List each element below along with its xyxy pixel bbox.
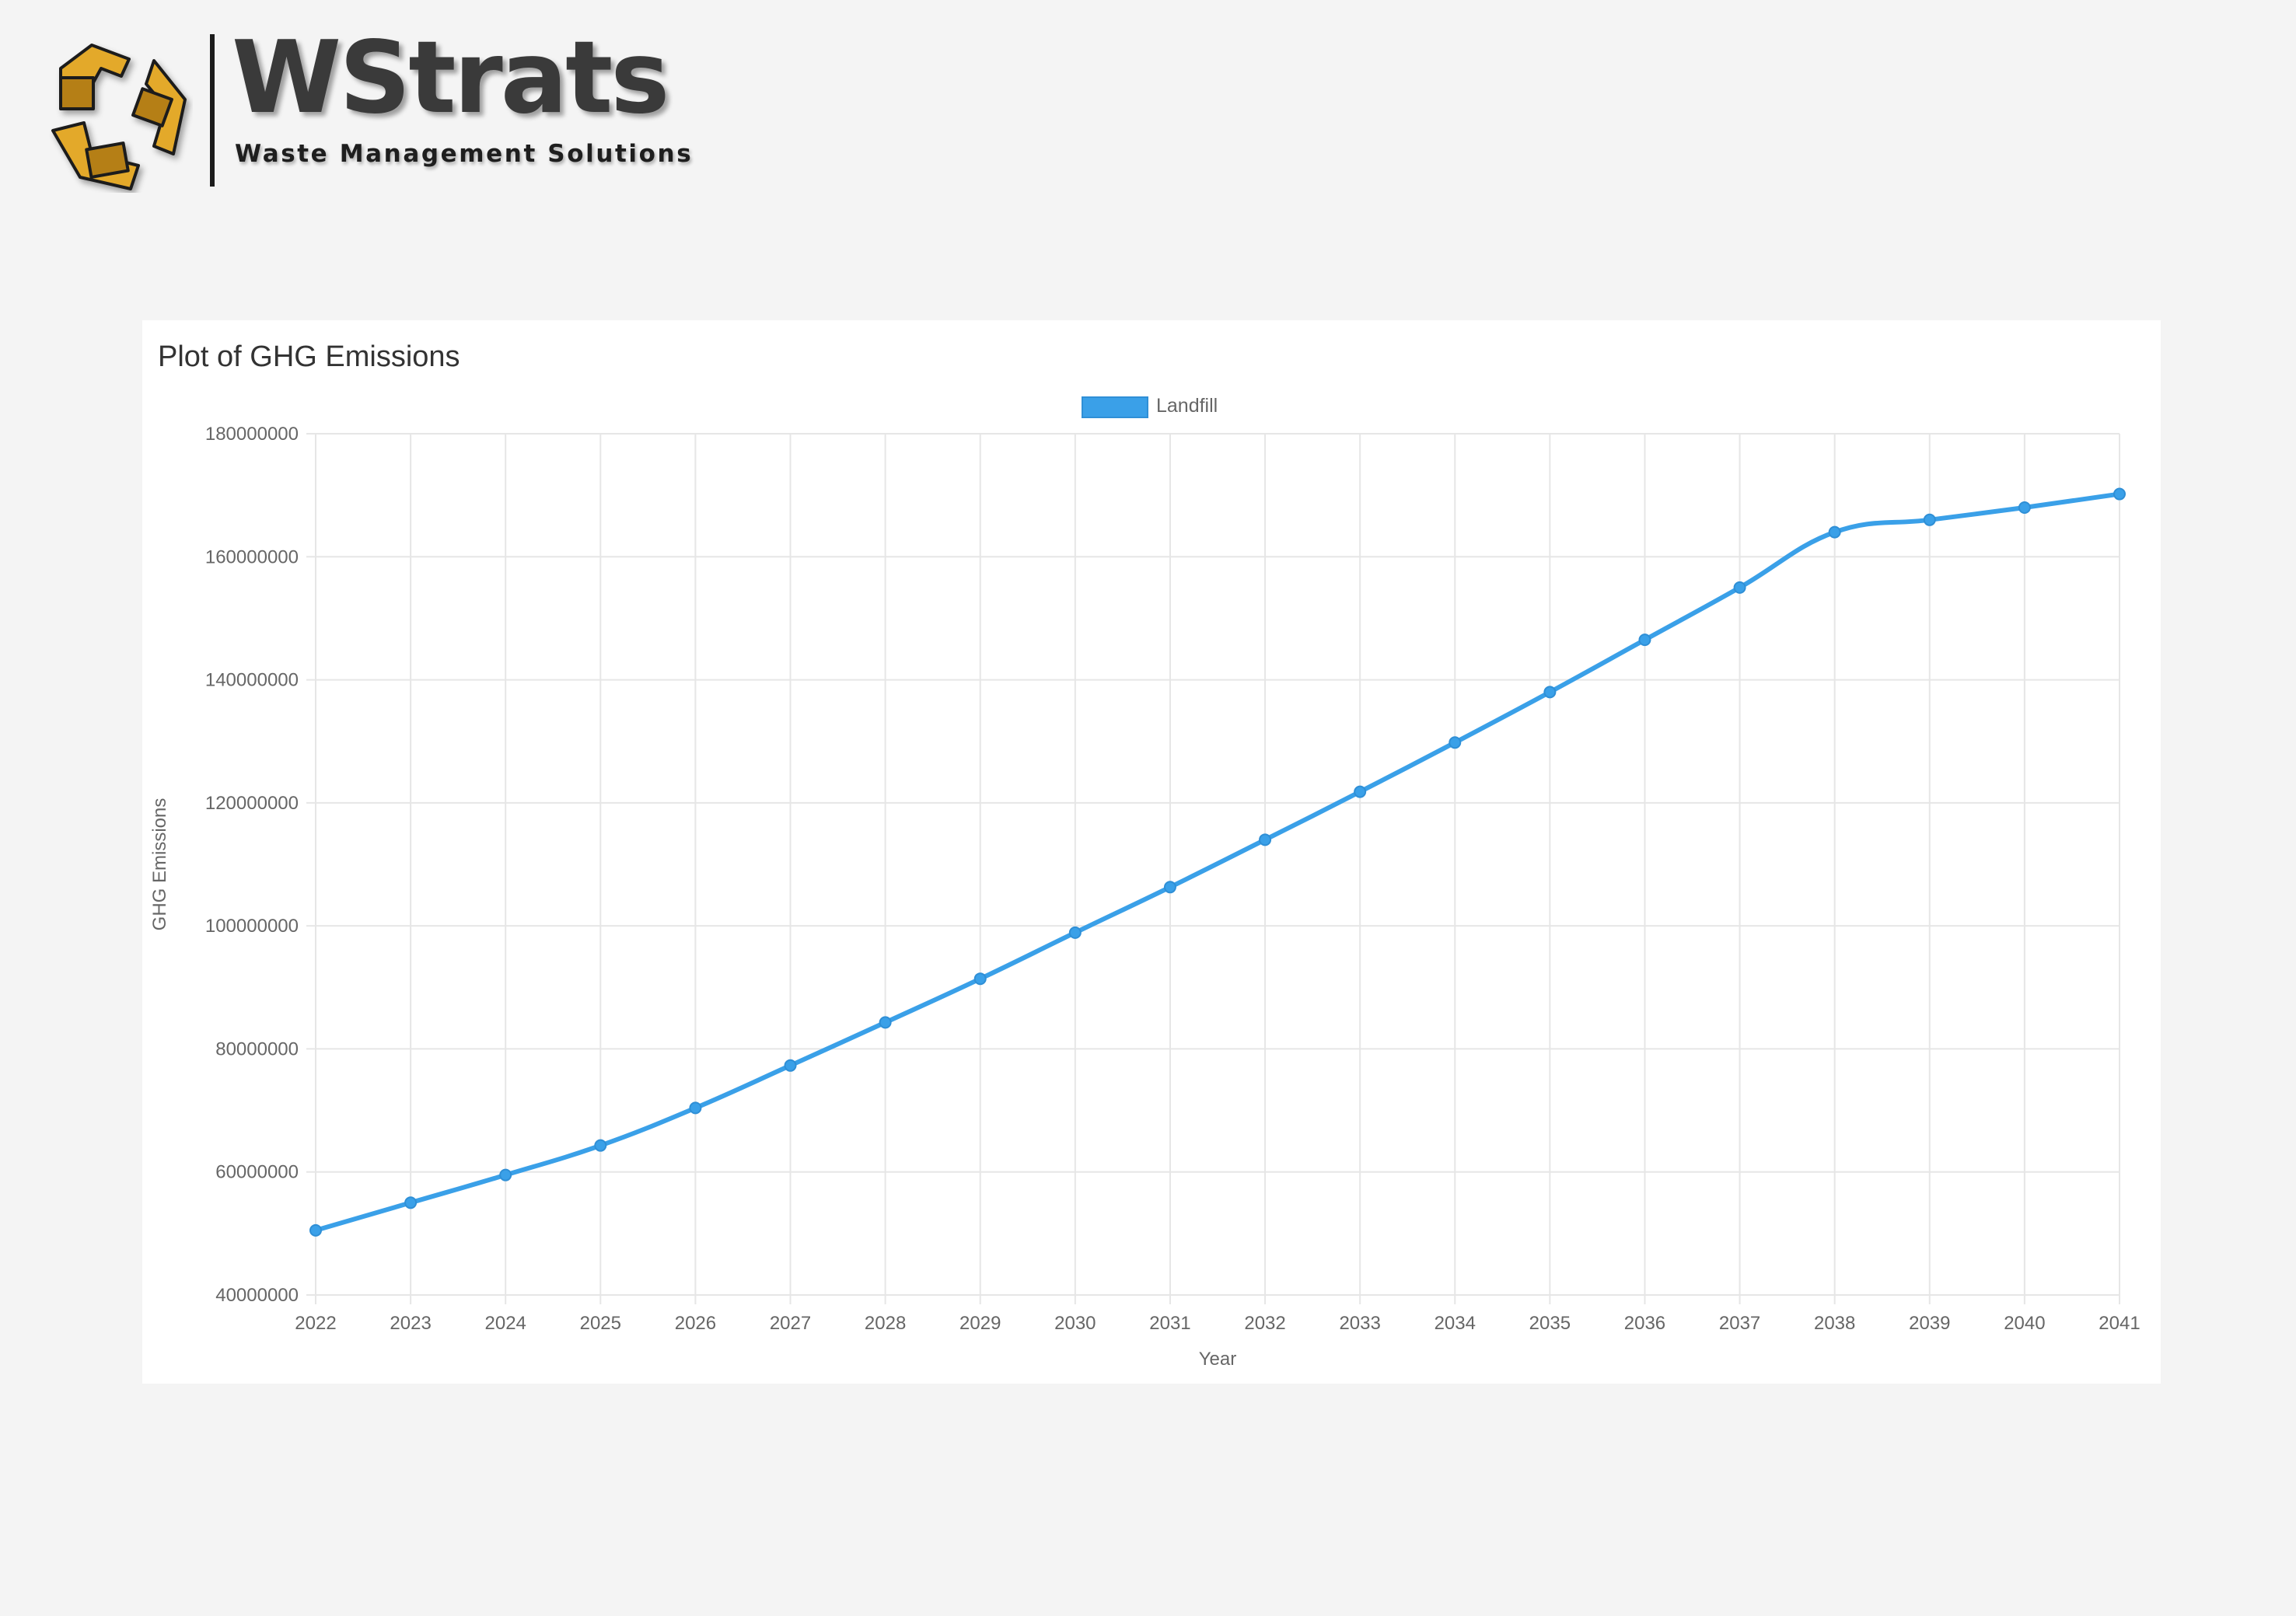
x-axis-title: Year <box>1199 1349 1237 1370</box>
data-point <box>1733 581 1746 594</box>
y-tick-label: 160000000 <box>205 546 299 567</box>
y-tick-label: 120000000 <box>205 793 299 814</box>
x-tick-label: 2041 <box>2099 1313 2140 1334</box>
series-line-layer <box>315 491 2120 1233</box>
x-tick-label: 2030 <box>1054 1313 1096 1334</box>
data-point <box>879 1016 892 1029</box>
brand-header: WStrats Waste Management Solutions <box>37 20 706 194</box>
data-point <box>1923 513 1936 526</box>
line-chart: 40000000 60000000 80000000 100000000 1200000… <box>149 424 2140 1370</box>
x-tick-label: 2040 <box>2004 1313 2045 1334</box>
chart-title: Plot of GHG Emissions <box>158 340 460 373</box>
data-point <box>689 1101 702 1115</box>
x-tick-label: 2033 <box>1339 1313 1380 1334</box>
y-axis-ticks: 40000000 60000000 80000000 100000000 1200000… <box>205 424 299 1306</box>
y-tick-label: 60000000 <box>215 1162 299 1183</box>
x-tick-label: 2037 <box>1719 1313 1760 1334</box>
x-tick-label: 2035 <box>1529 1313 1571 1334</box>
data-point <box>973 972 987 986</box>
y-tick-label: 180000000 <box>205 424 299 445</box>
brand-divider <box>210 34 215 187</box>
x-tick-label: 2038 <box>1814 1313 1855 1334</box>
x-tick-label: 2036 <box>1624 1313 1665 1334</box>
x-tick-label: 2025 <box>580 1313 621 1334</box>
data-point <box>309 1223 322 1237</box>
data-point <box>1543 686 1557 699</box>
data-point <box>1354 785 1367 798</box>
grid-lines <box>306 433 2120 1304</box>
series-line-landfill <box>315 491 2120 1233</box>
x-tick-label: 2022 <box>295 1313 336 1334</box>
data-point <box>1449 736 1462 749</box>
data-point <box>499 1168 512 1181</box>
legend-swatch <box>1082 396 1148 418</box>
data-point <box>404 1196 418 1209</box>
x-tick-label: 2031 <box>1149 1313 1190 1334</box>
x-tick-label: 2027 <box>770 1313 811 1334</box>
recycle-arrows-icon <box>51 44 187 190</box>
x-tick-label: 2028 <box>865 1313 906 1334</box>
x-tick-label: 2029 <box>959 1313 1001 1334</box>
series-points-layer <box>309 487 2126 1237</box>
x-tick-label: 2024 <box>485 1313 526 1334</box>
brand-name: WStrats <box>232 20 669 136</box>
data-point <box>2018 501 2031 514</box>
x-tick-label: 2026 <box>675 1313 716 1334</box>
y-axis-title: GHG Emissions <box>149 798 170 931</box>
y-tick-label: 100000000 <box>205 916 299 937</box>
x-tick-label: 2034 <box>1435 1313 1476 1334</box>
data-point <box>784 1059 797 1072</box>
y-tick-label: 140000000 <box>205 670 299 691</box>
data-point <box>1259 833 1272 846</box>
x-tick-label: 2039 <box>1909 1313 1950 1334</box>
x-axis-ticks: 2022 2023 2024 2025 2026 2027 2028 2029 2030 2031… <box>295 1313 2140 1334</box>
data-point <box>1828 525 1841 539</box>
data-point <box>1163 881 1176 894</box>
y-tick-label: 80000000 <box>215 1038 299 1059</box>
data-point <box>2113 487 2126 501</box>
chart-card: Plot of GHG Emissions Landfill 40000000 6… <box>142 320 2161 1384</box>
brand-tagline: Waste Management Solutions <box>235 140 694 168</box>
y-tick-label: 40000000 <box>215 1285 299 1306</box>
x-tick-label: 2023 <box>390 1313 431 1334</box>
x-tick-label: 2032 <box>1244 1313 1285 1334</box>
data-point <box>1638 633 1651 647</box>
data-point <box>594 1139 607 1152</box>
legend-label: Landfill <box>1156 395 1218 417</box>
data-point <box>1068 926 1082 939</box>
